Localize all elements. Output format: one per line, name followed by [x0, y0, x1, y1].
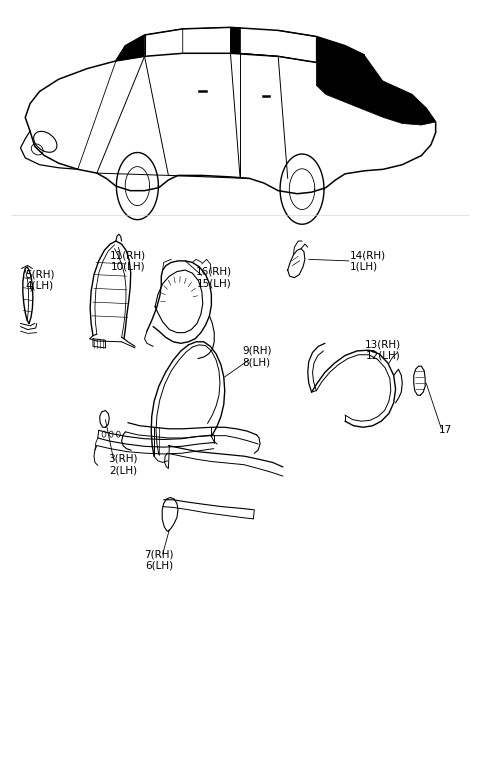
Text: 11(RH)
10(LH): 11(RH) 10(LH) — [110, 250, 146, 272]
Text: 9(RH)
8(LH): 9(RH) 8(LH) — [242, 345, 272, 367]
Text: 17: 17 — [439, 425, 452, 435]
Text: 14(RH)
1(LH): 14(RH) 1(LH) — [350, 250, 386, 272]
Polygon shape — [116, 35, 144, 61]
Polygon shape — [230, 28, 240, 54]
Text: 16(RH)
15(LH): 16(RH) 15(LH) — [196, 267, 232, 289]
Polygon shape — [316, 37, 436, 125]
Text: 7(RH)
6(LH): 7(RH) 6(LH) — [144, 549, 174, 571]
Text: 3(RH)
2(LH): 3(RH) 2(LH) — [108, 454, 138, 476]
Text: 13(RH)
12(LH): 13(RH) 12(LH) — [365, 339, 401, 361]
Text: 5(RH)
4(LH): 5(RH) 4(LH) — [25, 269, 54, 291]
